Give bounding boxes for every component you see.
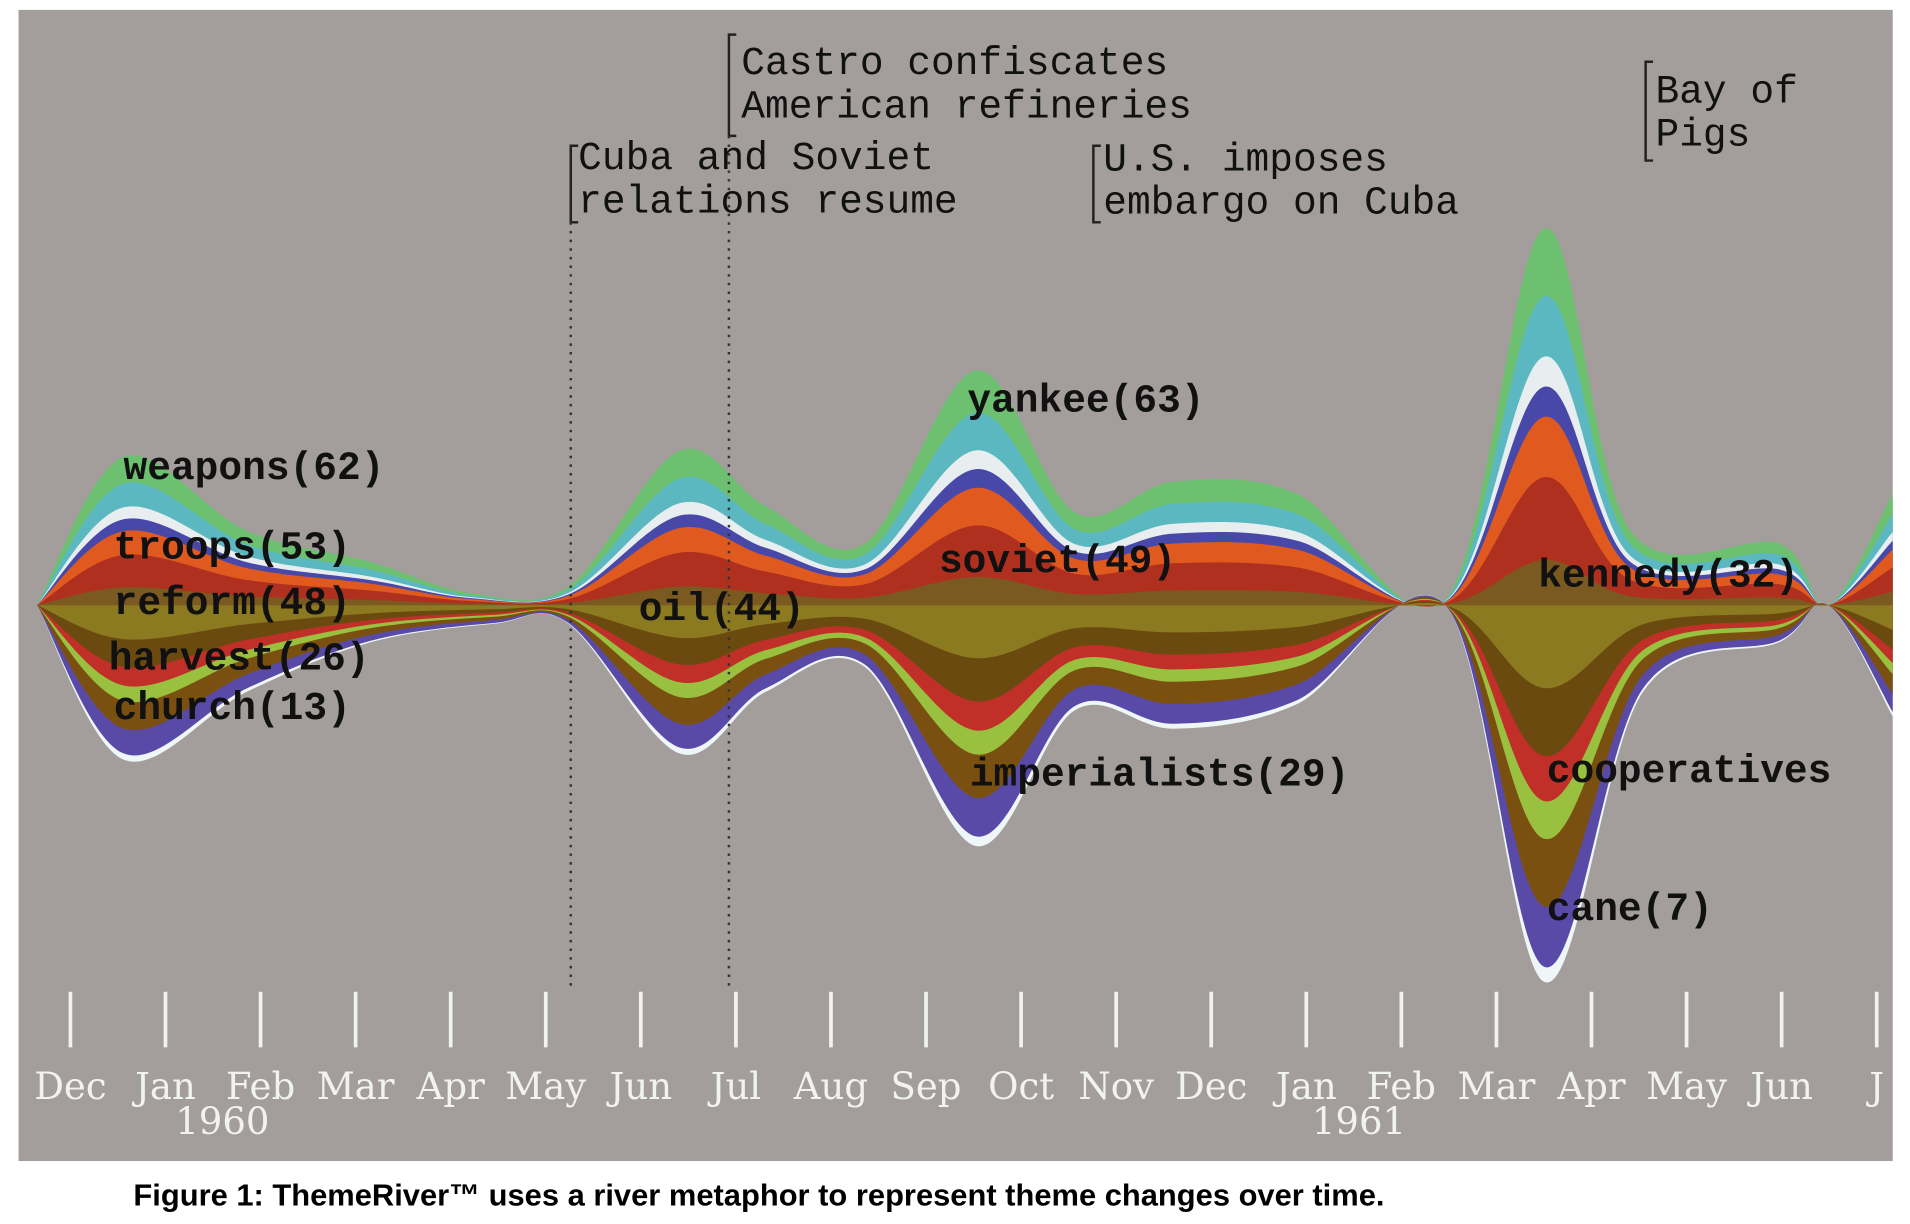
- river-layer: [37, 477, 1893, 607]
- river-layer: [37, 296, 1893, 608]
- theme-label: harvest(26): [109, 636, 370, 681]
- annotation-text: Castro confiscates: [741, 41, 1168, 86]
- annotation-bracket: [1644, 60, 1654, 162]
- month-label: Apr: [1556, 1065, 1625, 1108]
- theme-label: reform(48): [114, 581, 351, 626]
- month-label: May: [1646, 1065, 1727, 1108]
- theme-label: cane(7): [1547, 887, 1713, 932]
- river-layer: [37, 559, 1893, 606]
- month-label: Jun: [1746, 1065, 1813, 1108]
- annotation-text: Bay of: [1655, 70, 1797, 115]
- annotation-text: relations resume: [578, 179, 957, 224]
- month-label: Jan: [1272, 1065, 1337, 1108]
- theme-label: kennedy(32): [1538, 554, 1799, 599]
- year-label: 1960: [175, 1100, 269, 1143]
- river-layer: [37, 602, 1893, 689]
- annotation-text: Pigs: [1655, 113, 1750, 158]
- annotation-bracket: [1092, 144, 1101, 224]
- theme-label: yankee(63): [967, 378, 1204, 423]
- theme-label: cooperatives: [1547, 749, 1832, 794]
- month-label: Jun: [606, 1065, 673, 1108]
- annotation-text: U.S. imposes: [1103, 137, 1388, 182]
- month-label: Apr: [416, 1065, 485, 1108]
- month-label: Mar: [317, 1065, 395, 1108]
- theme-label: troops(53): [114, 525, 351, 570]
- theme-label: church(13): [114, 686, 351, 731]
- caption: Figure 1: ThemeRiver™ uses a river metap…: [133, 1177, 1384, 1212]
- month-label: Oct: [988, 1065, 1054, 1108]
- year-label: 1961: [1312, 1100, 1406, 1143]
- month-label: May: [505, 1065, 586, 1108]
- month-label: J: [1865, 1065, 1884, 1108]
- annotation-text: American refineries: [741, 84, 1192, 129]
- river-layer: [37, 599, 1893, 802]
- river: [37, 228, 1893, 983]
- month-label: Dec: [34, 1065, 106, 1108]
- river-layer: [37, 416, 1893, 607]
- month-label: Jul: [707, 1065, 762, 1108]
- theme-label: weapons(62): [124, 446, 385, 491]
- month-label: Feb: [1367, 1065, 1436, 1108]
- annotation-bracket: [569, 144, 579, 224]
- annotation-text: embargo on Cuba: [1103, 181, 1459, 226]
- theme-label: oil(44): [639, 587, 805, 632]
- theme-label: soviet(49): [939, 539, 1176, 584]
- river-layer: [37, 597, 1893, 908]
- theme-label: imperialists(29): [970, 753, 1349, 798]
- month-label: Dec: [1175, 1065, 1247, 1108]
- month-label: Sep: [891, 1065, 962, 1108]
- month-label: Jan: [131, 1065, 196, 1108]
- month-label: Nov: [1078, 1065, 1154, 1108]
- annotation-bracket: [727, 33, 737, 138]
- month-label: Aug: [793, 1065, 868, 1108]
- month-label: Feb: [226, 1065, 295, 1108]
- month-label: Mar: [1458, 1065, 1536, 1108]
- river-layer: [37, 601, 1893, 757]
- annotation-text: Cuba and Soviet: [578, 136, 934, 181]
